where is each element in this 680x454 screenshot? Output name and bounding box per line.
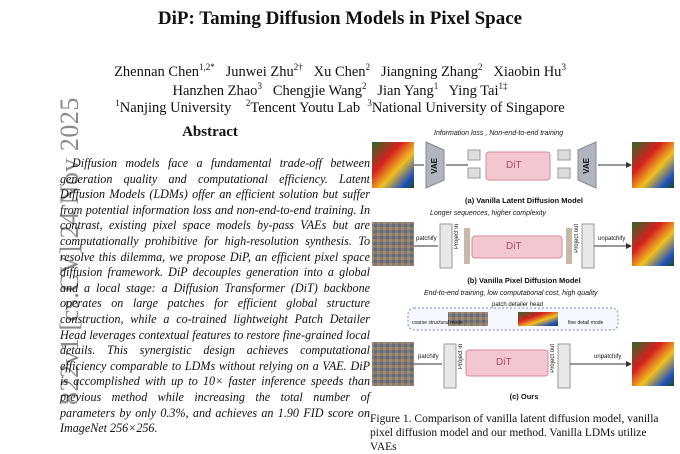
author: Xu Chen2: [313, 62, 371, 80]
project-out-label-c: Project out: [550, 344, 556, 373]
patchify-label-b: patchify: [416, 236, 437, 242]
affiliation: 2Tencent Youtu Lab: [245, 98, 361, 116]
paper-title: DiP: Taming Diffusion Models in Pixel Sp…: [157, 8, 523, 29]
panel-b-note: Longer sequences, higher complexity: [430, 210, 546, 217]
dit-block-c: [465, 349, 549, 377]
affiliation: 3National University of Singapore: [367, 98, 565, 116]
author-row-2: Hanzhen Zhao3 Chengjie Wang2 Jian Yang1 …: [0, 81, 680, 100]
panel-c: [372, 307, 674, 389]
coarse-mode-label: coarse structural mode: [412, 320, 463, 326]
abstract-heading: Abstract: [182, 124, 238, 140]
output-parrot-image: [632, 142, 674, 188]
panel-b: [372, 222, 674, 269]
fine-mode-label: fine detail mode: [568, 320, 604, 326]
vae-encoder-icon: [425, 141, 445, 189]
author: Xiaobin Hu3: [493, 62, 566, 80]
output-parrot-image-c: [632, 342, 674, 386]
vae-decoder-label: VAE: [582, 158, 591, 174]
project-out-label-b: Project out: [574, 224, 580, 253]
panel-a: [372, 141, 674, 189]
panel-c-note: End-to-end training, low computational c…: [424, 290, 598, 297]
figure-1: Information loss , Non-end-to-end traini…: [368, 128, 680, 406]
author: Chengjie Wang2: [272, 81, 367, 99]
patch-detailer-head-box: [407, 307, 619, 331]
noise-input-image: [372, 222, 414, 266]
patch-detailer-head-label: patch detailer head: [492, 302, 544, 308]
affiliations: 1Nanjing University 2Tencent Youtu Lab 3…: [0, 98, 680, 117]
figure-caption: Figure 1. Comparison of vanilla latent d…: [370, 413, 659, 453]
author: Jiangning Zhang2: [380, 62, 483, 80]
input-parrot-image: [372, 142, 414, 188]
dit-label-c: DiT: [496, 357, 512, 368]
panel-a-note: Information loss , Non-end-to-end traini…: [434, 130, 564, 137]
author: Jian Yang1: [377, 81, 439, 99]
unpatchify-label-b: unpatchify: [598, 236, 626, 242]
panel-b-title: (b) Vanilla Pixel Diffusion Model: [467, 276, 581, 285]
author: Junwei Zhu2†: [225, 62, 303, 80]
output-parrot-image-b: [632, 222, 674, 266]
affiliation: 1Nanjing University: [115, 98, 232, 116]
vae-decoder-icon: [577, 141, 597, 189]
project-in-label-b: Project in: [454, 224, 460, 250]
panel-c-title: (c) Ours: [509, 392, 539, 401]
dit-label-a: DiT: [506, 160, 522, 171]
author: Ying Tai1‡: [448, 81, 508, 99]
patchify-label-c: patchify: [418, 354, 439, 360]
unpatchify-label-c: unpatchify: [594, 354, 622, 360]
noise-input-image-c: [372, 342, 414, 386]
author: Zhennan Chen1,2*: [114, 62, 215, 80]
abstract-body: Diffusion models face a fundamental trad…: [60, 156, 370, 436]
author-row-1: Zhennan Chen1,2* Junwei Zhu2† Xu Chen2 J…: [0, 62, 680, 81]
dit-block-b: [471, 235, 563, 259]
dit-block-a: [485, 151, 551, 181]
project-in-label-c: Project in: [458, 344, 464, 370]
dit-label-b: DiT: [506, 241, 522, 252]
author: Hanzhen Zhao3: [172, 81, 262, 99]
figure-diagram: [372, 141, 674, 389]
vae-encoder-label: VAE: [430, 158, 439, 174]
panel-a-title: (a) Vanilla Latent Diffusion Model: [465, 196, 583, 205]
